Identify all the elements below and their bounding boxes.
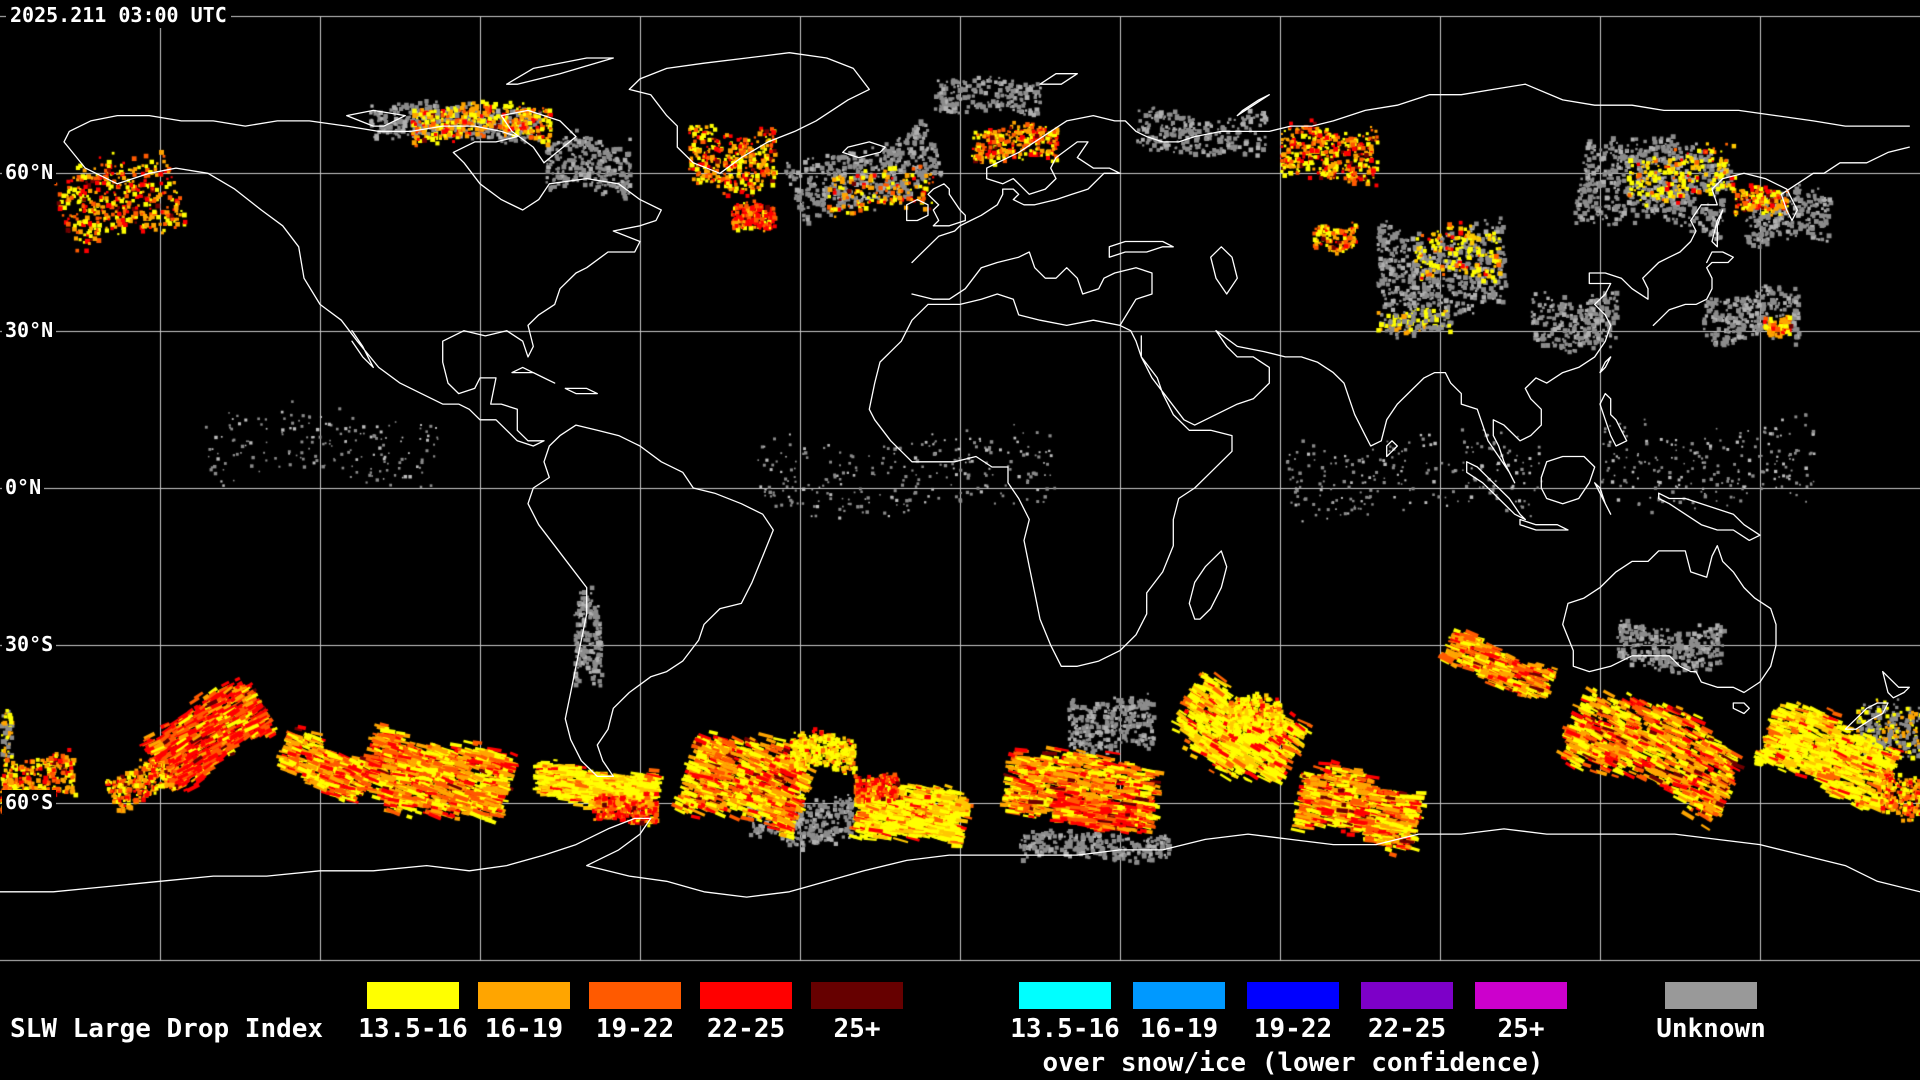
timestamp: 2025.211 03:00 UTC <box>6 2 231 28</box>
lat-label-60s: 60°S <box>2 789 57 814</box>
lat-label-0n: 0°N <box>2 475 45 499</box>
lat-label-30s: 30°S <box>2 632 57 657</box>
lat-label-60n: 60°N <box>2 160 57 185</box>
lat-label-30n: 30°N <box>2 317 57 342</box>
